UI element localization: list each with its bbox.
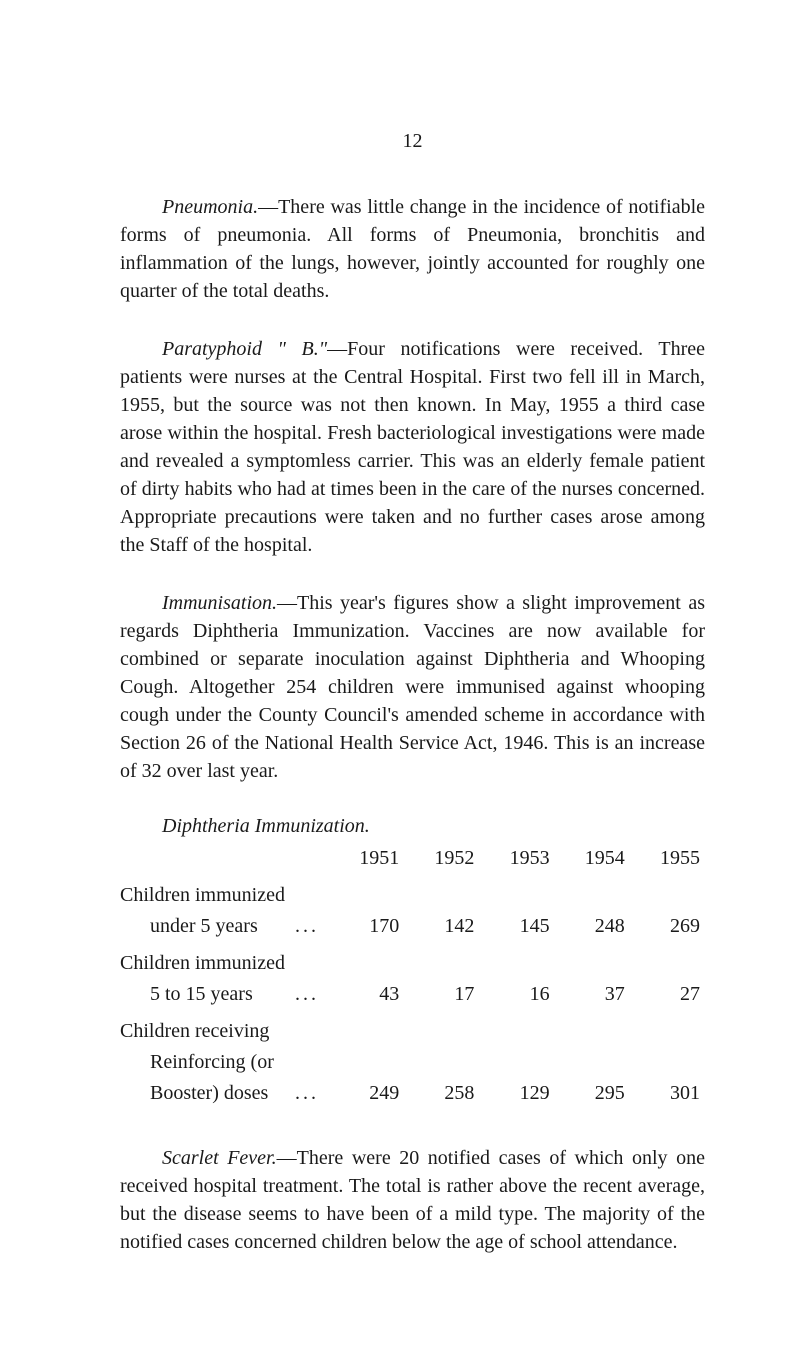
table-cell: 301	[630, 1078, 705, 1109]
table-cell: 258	[404, 1078, 479, 1109]
table-cell	[329, 1047, 404, 1078]
table-row: Reinforcing (or	[120, 1047, 705, 1078]
table-cell: 295	[555, 1078, 630, 1109]
table-cell: 142	[404, 911, 479, 942]
table-cell: Children immunized	[120, 874, 290, 911]
table-cell	[479, 942, 554, 979]
table-cell	[329, 1010, 404, 1047]
immunization-table: 1951 1952 1953 1954 1955 Children immuni…	[120, 843, 705, 1109]
page-number: 12	[120, 130, 705, 153]
table-cell	[290, 874, 329, 911]
table-cell: 1951	[329, 843, 404, 874]
table-cell	[555, 1010, 630, 1047]
paragraph-text: —This year's figures show a slight im­pr…	[120, 592, 705, 782]
paragraph-immunisation: Immunisation.—This year's figures show a…	[120, 589, 705, 785]
table-cell: 1955	[630, 843, 705, 874]
table-cell	[630, 1010, 705, 1047]
table-cell	[479, 1010, 554, 1047]
table-cell	[290, 1010, 329, 1047]
table-cell	[555, 874, 630, 911]
table-cell: 5 to 15 years	[120, 979, 290, 1010]
table-cell	[479, 1047, 554, 1078]
table-cell: Children receiving	[120, 1010, 290, 1047]
table-row: 5 to 15 years ... 43 17 16 37 27	[120, 979, 705, 1010]
table-cell	[329, 942, 404, 979]
table-cell	[404, 874, 479, 911]
table-cell	[120, 843, 290, 874]
table-cell: 43	[329, 979, 404, 1010]
table-cell	[290, 843, 329, 874]
table-cell: 16	[479, 979, 554, 1010]
table-cell: 249	[329, 1078, 404, 1109]
paragraph-scarlet-fever: Scarlet Fever.—There were 20 notified ca…	[120, 1144, 705, 1256]
lead-word: Pneumonia.	[162, 196, 258, 218]
table-cell: 1952	[404, 843, 479, 874]
table-cell: Reinforcing (or	[120, 1047, 290, 1078]
paragraph-paratyphoid: Paratyphoid " B."—Four notifications wer…	[120, 335, 705, 559]
table-cell	[290, 942, 329, 979]
table-row: Children receiving	[120, 1010, 705, 1047]
table-row: Children immunized	[120, 942, 705, 979]
table-cell	[404, 1010, 479, 1047]
table-cell: 248	[555, 911, 630, 942]
table-cell: 1953	[479, 843, 554, 874]
table-cell	[404, 1047, 479, 1078]
table-cell: ...	[290, 1078, 329, 1109]
table-cell	[479, 874, 554, 911]
table-title: Diphtheria Immunization.	[120, 815, 705, 838]
table-cell: under 5 years	[120, 911, 290, 942]
table-header-row: 1951 1952 1953 1954 1955	[120, 843, 705, 874]
table-cell	[404, 942, 479, 979]
table-cell	[630, 874, 705, 911]
lead-word: Immunisation.	[162, 592, 277, 614]
table-cell: 170	[329, 911, 404, 942]
table-cell: 269	[630, 911, 705, 942]
document-page: 12 Pneumonia.—There was little change in…	[0, 0, 800, 1353]
lead-word: Paratyphoid " B."	[162, 338, 327, 360]
table-cell	[630, 942, 705, 979]
table-cell	[630, 1047, 705, 1078]
paragraph-text: —Four notifications were received. Three…	[120, 338, 705, 556]
paragraph-pneumonia: Pneumonia.—There was little change in th…	[120, 193, 705, 305]
table-cell: 27	[630, 979, 705, 1010]
table-cell: ...	[290, 911, 329, 942]
table-cell	[555, 942, 630, 979]
table-cell: Booster) doses	[120, 1078, 290, 1109]
table-row: Children immunized	[120, 874, 705, 911]
table-cell	[290, 1047, 329, 1078]
table-row: under 5 years ... 170 142 145 248 269	[120, 911, 705, 942]
table-cell: 37	[555, 979, 630, 1010]
table-cell: ...	[290, 979, 329, 1010]
table-cell: 17	[404, 979, 479, 1010]
table-cell: 145	[479, 911, 554, 942]
table-cell: 1954	[555, 843, 630, 874]
lead-word: Scarlet Fever.	[162, 1147, 277, 1169]
table-cell	[555, 1047, 630, 1078]
table-cell	[329, 874, 404, 911]
table-cell: 129	[479, 1078, 554, 1109]
table-row: Booster) doses ... 249 258 129 295 301	[120, 1078, 705, 1109]
table-cell: Children immunized	[120, 942, 290, 979]
